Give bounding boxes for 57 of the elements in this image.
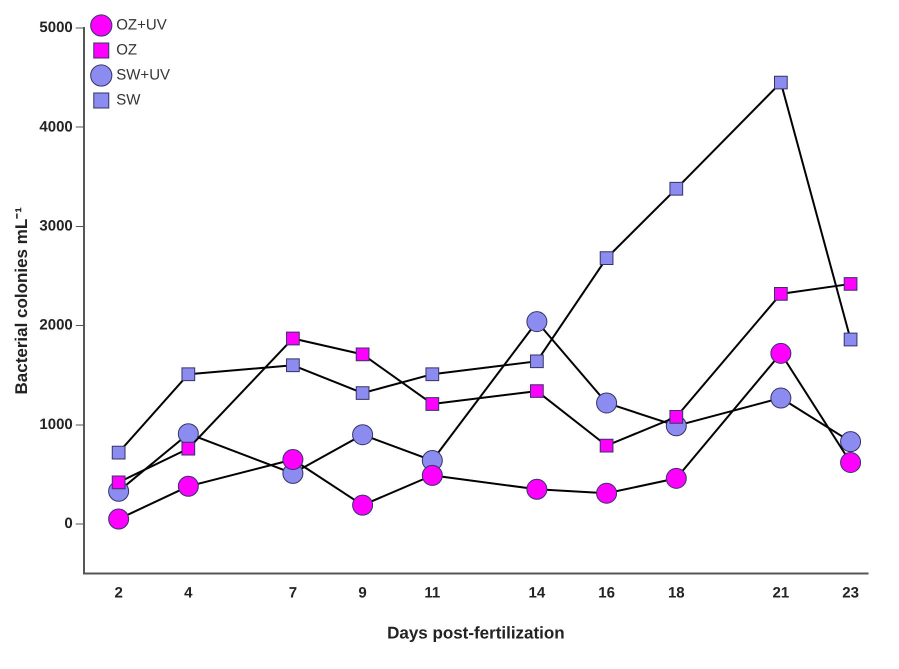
point <box>356 386 370 400</box>
point <box>530 384 544 398</box>
point <box>669 182 684 196</box>
x-tick-label: 23 <box>842 584 859 602</box>
y-tick-label: 1000 <box>39 416 73 433</box>
y-tick-label: 5000 <box>39 19 73 36</box>
point <box>600 438 614 452</box>
x-tick-label: 14 <box>528 584 546 602</box>
point <box>112 475 126 490</box>
x-tick-label: 18 <box>668 584 685 602</box>
x-tick-label: 7 <box>288 584 298 602</box>
y-tick-label: 3000 <box>39 218 73 235</box>
point <box>666 468 687 489</box>
x-tick-label: 9 <box>358 584 367 602</box>
point <box>774 76 788 90</box>
point <box>286 332 300 346</box>
point <box>425 397 440 411</box>
x-tick-label: 11 <box>424 584 440 602</box>
point <box>774 286 788 301</box>
y-tick-label: 0 <box>64 515 73 532</box>
point <box>425 367 440 382</box>
point <box>600 251 614 266</box>
y-axis-title: Bacterial colonies mL⁻¹ <box>12 206 31 394</box>
point <box>112 446 126 460</box>
point <box>282 449 304 470</box>
point <box>770 342 792 364</box>
point <box>108 508 130 530</box>
x-tick-label: 4 <box>184 584 194 602</box>
legend-label: OZ <box>116 42 138 59</box>
point <box>844 277 858 291</box>
point <box>770 388 792 409</box>
point <box>840 452 862 473</box>
point <box>352 494 374 516</box>
x-axis-title: Days post-fertilization <box>387 623 565 642</box>
point <box>422 464 443 486</box>
point <box>286 358 300 372</box>
x-tick-label: 16 <box>598 584 615 602</box>
y-tick-label: 2000 <box>39 316 73 334</box>
point <box>526 311 548 332</box>
x-tick-label: 21 <box>772 584 790 602</box>
point <box>356 348 370 362</box>
x-tick-label: 2 <box>114 584 123 602</box>
point <box>530 354 544 368</box>
point <box>596 392 618 414</box>
point <box>596 482 618 504</box>
point <box>669 410 684 424</box>
point <box>840 431 862 452</box>
point <box>844 332 858 346</box>
legend-label: SW <box>116 92 142 109</box>
y-tick-label: 4000 <box>39 118 73 136</box>
point <box>526 478 548 500</box>
legend-label: SW+UV <box>116 66 170 84</box>
legend-label: OZ+UV <box>116 16 167 34</box>
point <box>181 442 196 456</box>
point <box>352 424 374 446</box>
point <box>181 367 196 382</box>
point <box>178 476 199 497</box>
